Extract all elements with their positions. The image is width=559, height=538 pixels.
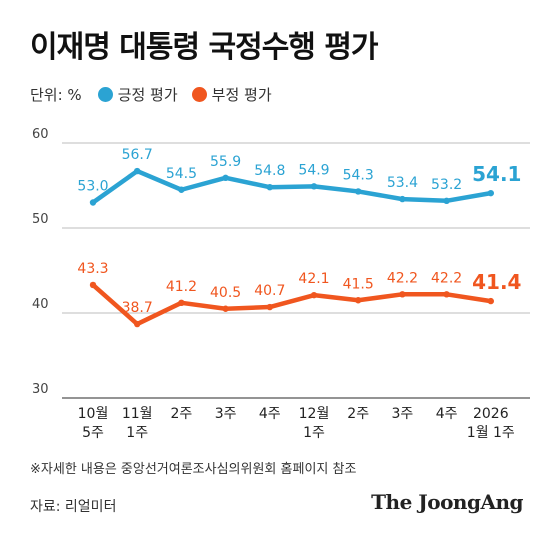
data-label: 55.9 [210,154,241,170]
data-point [355,188,362,195]
data-label: 53.0 [77,179,108,195]
x-tick-label: 11월 [122,406,153,422]
brand-logo: The JoongAng [371,490,523,514]
series-line-negative [90,282,494,327]
y-tick-label: 30 [32,382,49,397]
x-tick-label: 3주 [215,406,237,422]
data-point [222,305,229,312]
x-tick-label: 1주 [126,425,148,441]
data-point [222,174,229,182]
data-point [399,195,406,203]
x-tick-label: 10월 [78,406,109,422]
data-label: 43.3 [77,261,108,277]
data-point [178,299,185,306]
data-point [266,184,273,191]
data-point [399,291,406,298]
data-label: 41.4 [472,270,521,294]
data-point [134,167,141,175]
x-tick-label: 2주 [347,406,369,422]
x-tick-label: 5주 [82,425,104,441]
data-point [355,297,362,304]
data-label: 40.5 [210,285,241,301]
data-point [487,297,494,305]
x-tick-label: 3주 [392,406,414,422]
data-point [134,320,141,328]
legend: 단위: % 긍정 평가 부정 평가 [30,82,286,106]
data-label: 54.5 [166,166,197,182]
data-point [487,189,494,197]
x-tick-label: 4주 [259,406,281,422]
x-tick-label: 2주 [171,406,193,422]
y-tick-label: 60 [32,127,49,142]
legend-item-positive: 긍정 평가 [97,84,178,105]
data-label: 54.8 [254,163,285,179]
data-point [89,199,97,206]
x-tick-label: 12월 [299,406,330,422]
legend-label-negative: 부정 평가 [211,85,272,104]
y-tick-label: 50 [32,212,49,227]
legend-label-positive: 긍정 평가 [117,85,178,104]
source-label: 자료: 리얼미터 [30,499,117,515]
legend-item-negative: 부정 평가 [191,84,272,105]
data-label: 56.7 [122,147,153,163]
y-tick-label: 40 [32,297,49,312]
data-point [266,303,273,311]
data-point [310,291,318,299]
data-label: 42.1 [298,271,329,287]
series-line-positive [90,168,494,205]
x-tick-label: 2026 [473,406,509,422]
chart-title: 이재명 대통령 국정수행 평가 [30,30,379,65]
data-point [310,183,318,190]
data-label: 40.7 [254,283,285,299]
legend-dot-negative [191,86,207,102]
data-label: 42.2 [387,270,418,286]
footnote: ※자세한 내용은 중앙선거여론조사심의위원회 홈페이지 참조 [30,462,357,477]
data-label: 53.4 [387,175,418,191]
data-point [443,197,450,204]
data-label: 54.1 [472,162,521,186]
x-tick-label: 1월 1주 [467,425,515,441]
data-label: 41.5 [343,276,374,292]
x-tick-label: 1주 [303,425,325,441]
data-point [89,281,97,289]
data-label: 38.7 [122,300,153,316]
data-point [178,186,185,193]
unit-label: 단위: % [30,85,82,104]
data-label: 54.3 [343,167,374,183]
data-point [443,291,450,298]
legend-dot-positive [97,86,113,102]
x-tick-label: 4주 [436,406,458,422]
data-label: 53.2 [431,177,462,193]
data-label: 41.2 [166,279,197,295]
data-label: 54.9 [298,162,329,178]
data-label: 42.2 [431,270,462,286]
